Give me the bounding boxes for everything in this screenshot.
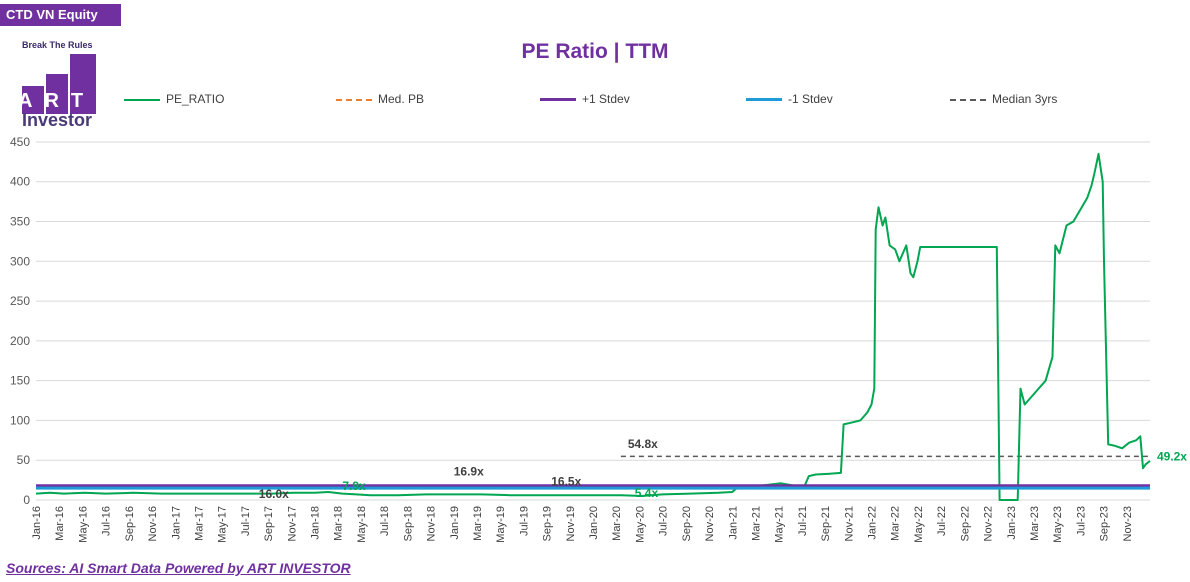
legend-plus-stdev: +1 Stdev (540, 92, 630, 106)
x-tick-label: Mar-19 (472, 506, 484, 541)
y-tick-label: 400 (10, 175, 30, 189)
x-tick-label: Jan-19 (449, 506, 461, 540)
x-tick-label: Jan-21 (727, 506, 739, 540)
x-tick-label: Jul-22 (936, 506, 948, 536)
x-tick-label: Mar-20 (611, 506, 623, 541)
legend-swatch (336, 98, 372, 101)
legend-med-pb: Med. PB (336, 92, 424, 106)
x-tick-label: Sep-21 (820, 506, 832, 541)
x-tick-label: May-17 (217, 506, 229, 543)
logo-tagline: Break The Rules (22, 40, 93, 50)
y-tick-label: 250 (10, 294, 30, 308)
legend-label: PE_RATIO (166, 92, 225, 106)
logo-brand: ART (18, 90, 96, 112)
x-tick-label: Jul-20 (658, 506, 670, 536)
art-investor-logo: Break The Rules ART Investor (18, 40, 108, 130)
y-tick-label: 100 (10, 413, 30, 427)
x-tick-label: Mar-21 (750, 506, 762, 541)
x-tick-label: Sep-22 (959, 506, 971, 541)
x-tick-label: May-19 (495, 506, 507, 543)
data-label: 7.9x (342, 479, 366, 493)
y-tick-label: 0 (23, 493, 30, 507)
logo-subtitle: Investor (22, 110, 93, 130)
data-label: 49.2x (1157, 450, 1187, 464)
x-tick-label: Nov-20 (704, 506, 716, 541)
y-tick-label: 150 (10, 374, 30, 388)
x-tick-label: Mar-23 (1029, 506, 1041, 541)
x-tick-label: Jul-21 (797, 506, 809, 536)
legend-swatch (950, 98, 986, 101)
legend-pe-ratio: PE_RATIO (124, 92, 224, 106)
x-tick-label: Jan-17 (170, 506, 182, 540)
legend-swatch (540, 98, 576, 102)
y-tick-label: 50 (17, 453, 31, 467)
x-tick-label: Sep-23 (1099, 506, 1111, 541)
legend-median-3yrs: Median 3yrs (950, 92, 1057, 106)
y-tick-label: 200 (10, 334, 30, 348)
x-tick-label: Nov-17 (286, 506, 298, 541)
x-tick-label: Jan-16 (31, 506, 43, 540)
data-label: 54.8x (628, 437, 658, 451)
data-label: 16.0x (259, 487, 289, 501)
x-tick-label: Nov-19 (565, 506, 577, 541)
legend-swatch (746, 98, 782, 102)
x-tick-label: May-22 (913, 506, 925, 543)
legend-label: +1 Stdev (582, 92, 630, 106)
x-tick-label: Sep-17 (263, 506, 275, 541)
y-tick-label: 350 (10, 215, 30, 229)
logo-bar (22, 86, 44, 114)
x-tick-label: May-21 (774, 506, 786, 543)
x-tick-label: Jan-22 (867, 506, 879, 540)
x-tick-label: Nov-23 (1122, 506, 1134, 541)
chart-title: PE Ratio | TTM (521, 40, 669, 63)
x-tick-label: Nov-22 (983, 506, 995, 541)
y-tick-label: 450 (10, 135, 30, 149)
x-tick-label: Jan-18 (310, 506, 322, 540)
data-label: 16.5x (551, 474, 581, 488)
x-tick-label: May-20 (634, 506, 646, 543)
x-tick-label: May-23 (1052, 506, 1064, 543)
legend-label: Median 3yrs (992, 92, 1058, 106)
x-tick-label: Mar-16 (54, 506, 66, 541)
x-tick-label: May-18 (356, 506, 368, 543)
x-tick-label: Jul-19 (518, 506, 530, 536)
data-label: 16.9x (454, 465, 484, 479)
x-tick-label: Nov-16 (147, 506, 159, 541)
data-label: 5.4x (635, 486, 659, 500)
x-tick-label: Jan-23 (1006, 506, 1018, 540)
x-tick-label: Jan-20 (588, 506, 600, 540)
y-tick-label: 300 (10, 254, 30, 268)
legend-label: -1 Stdev (788, 92, 833, 106)
x-tick-label: Sep-16 (124, 506, 136, 541)
x-tick-label: Jul-18 (379, 506, 391, 536)
x-tick-label: Mar-17 (193, 506, 205, 541)
legend-minus-stdev: -1 Stdev (746, 92, 833, 106)
legend-label: Med. PB (378, 92, 425, 106)
x-tick-label: Nov-18 (426, 506, 438, 541)
x-tick-label: Mar-22 (890, 506, 902, 541)
logo-bar (70, 54, 96, 114)
ticker-badge: CTD VN Equity (0, 4, 121, 26)
x-tick-label: Sep-19 (542, 506, 554, 541)
x-tick-label: Nov-21 (843, 506, 855, 541)
legend-swatch (124, 98, 160, 101)
source-note: Sources: AI Smart Data Powered by ART IN… (6, 560, 351, 576)
x-tick-label: Jul-16 (101, 506, 113, 536)
x-tick-label: Mar-18 (333, 506, 345, 541)
series-line-pe (35, 152, 1151, 501)
x-tick-label: May-16 (77, 506, 89, 543)
x-tick-label: Jul-23 (1075, 506, 1087, 536)
x-tick-label: Sep-20 (681, 506, 693, 541)
x-tick-label: Sep-18 (402, 506, 414, 541)
x-tick-label: Jul-17 (240, 506, 252, 536)
logo-bar (46, 74, 68, 114)
